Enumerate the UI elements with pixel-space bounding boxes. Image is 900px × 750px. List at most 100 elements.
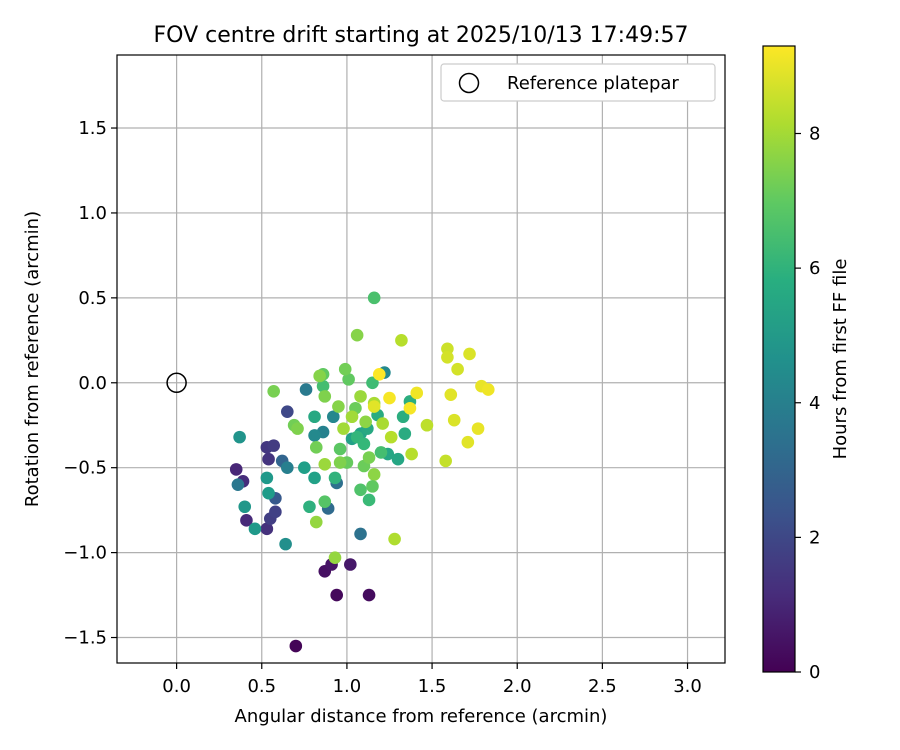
- data-point: [308, 471, 321, 485]
- x-tick-label: 3.0: [673, 676, 702, 697]
- data-point: [333, 456, 347, 469]
- data-point: [350, 328, 364, 342]
- chart-title: FOV centre drift starting at 2025/10/13 …: [154, 23, 689, 48]
- data-point: [303, 500, 316, 514]
- legend-box: [440, 63, 716, 102]
- colorbar-tick-label: 4: [809, 393, 820, 414]
- data-point: [328, 551, 342, 565]
- legend: Reference platepar: [440, 63, 716, 102]
- data-point: [357, 437, 371, 451]
- x-tick-label: 1.0: [333, 676, 362, 697]
- grid-lines: [117, 55, 725, 663]
- legend-entry-reference-platepar: Reference platepar: [507, 73, 679, 94]
- x-tick-label: 1.5: [418, 676, 447, 697]
- x-tick-label: 2.0: [503, 676, 532, 697]
- data-points: [229, 291, 495, 653]
- data-point: [471, 422, 485, 435]
- data-point: [359, 415, 372, 429]
- data-point: [308, 429, 321, 442]
- data-point: [291, 422, 304, 435]
- data-point: [395, 334, 408, 347]
- data-point: [461, 435, 475, 449]
- data-point: [267, 384, 280, 398]
- data-point: [233, 430, 246, 444]
- data-point: [405, 447, 418, 461]
- data-point: [376, 417, 389, 430]
- data-point: [354, 390, 367, 403]
- data-point: [262, 486, 275, 500]
- data-point: [262, 452, 275, 466]
- data-point: [451, 362, 464, 376]
- colorbar-tick-label: 6: [809, 258, 820, 279]
- data-point: [267, 439, 280, 452]
- data-point: [367, 468, 381, 481]
- data-point: [337, 422, 350, 435]
- plot-frame: [116, 54, 726, 664]
- data-point: [372, 367, 386, 381]
- y-axis-label: Rotation from reference (arcmin): [22, 211, 43, 507]
- colorbar-tick-label: 0: [809, 662, 820, 683]
- data-point: [279, 537, 292, 551]
- reference-platepar-marker: [166, 372, 187, 394]
- data-point: [260, 471, 274, 485]
- x-axis-label: Angular distance from reference (arcmin): [235, 706, 608, 727]
- data-point: [229, 463, 243, 476]
- data-point: [338, 362, 352, 376]
- data-point: [309, 441, 323, 454]
- data-point: [403, 401, 417, 415]
- data-point: [342, 373, 355, 386]
- data-point: [354, 527, 367, 541]
- y-tick-label: −1.0: [63, 543, 107, 564]
- data-point: [439, 454, 452, 468]
- data-point: [289, 639, 303, 653]
- y-tick-label: −0.5: [63, 458, 107, 479]
- data-point: [367, 400, 381, 413]
- legend-reference-marker-icon: [458, 72, 480, 94]
- data-point: [396, 410, 410, 424]
- x-tick-label: 2.5: [588, 676, 617, 697]
- data-point: [362, 451, 376, 464]
- colorbar-tick-label: 2: [809, 527, 820, 548]
- data-point: [299, 383, 313, 396]
- data-point: [383, 391, 396, 405]
- x-tick-label: 0.5: [247, 676, 276, 697]
- data-point: [384, 430, 398, 444]
- data-point: [444, 388, 458, 401]
- data-point: [447, 413, 461, 427]
- data-point: [398, 427, 412, 441]
- colorbar: 0 2 4 6 8 Hours from first FF file: [762, 45, 851, 683]
- data-point: [345, 410, 359, 424]
- data-point: [388, 532, 401, 546]
- data-point: [410, 386, 424, 400]
- data-point: [308, 410, 321, 424]
- data-point: [420, 418, 434, 432]
- data-point: [367, 291, 381, 305]
- y-tick-label: 1.0: [78, 203, 107, 224]
- data-point: [481, 383, 495, 396]
- colorbar-tick-label: 8: [809, 124, 820, 145]
- y-tick-label: 1.5: [78, 118, 107, 139]
- data-point: [362, 493, 376, 507]
- colorbar-label: Hours from first FF file: [830, 259, 851, 460]
- y-tick-label: −1.5: [63, 628, 107, 649]
- data-point: [313, 369, 326, 383]
- colorbar-ticks: 0 2 4 6 8: [795, 124, 820, 683]
- y-axis-ticks: −1.5 −1.0 −0.5 0.0 0.5 1.0 1.5: [63, 118, 117, 649]
- data-point: [326, 410, 340, 424]
- y-tick-label: 0.0: [78, 373, 107, 394]
- data-point: [362, 588, 376, 602]
- y-tick-label: 0.5: [78, 288, 107, 309]
- data-point: [281, 461, 294, 474]
- data-point: [332, 400, 345, 413]
- data-point: [333, 442, 347, 456]
- data-point: [366, 376, 379, 390]
- data-point: [238, 500, 252, 514]
- data-point: [318, 457, 332, 471]
- data-point: [330, 588, 343, 602]
- data-point: [318, 495, 332, 508]
- data-point: [441, 351, 454, 364]
- data-point: [463, 347, 476, 361]
- data-point: [366, 480, 379, 493]
- data-point: [344, 558, 357, 571]
